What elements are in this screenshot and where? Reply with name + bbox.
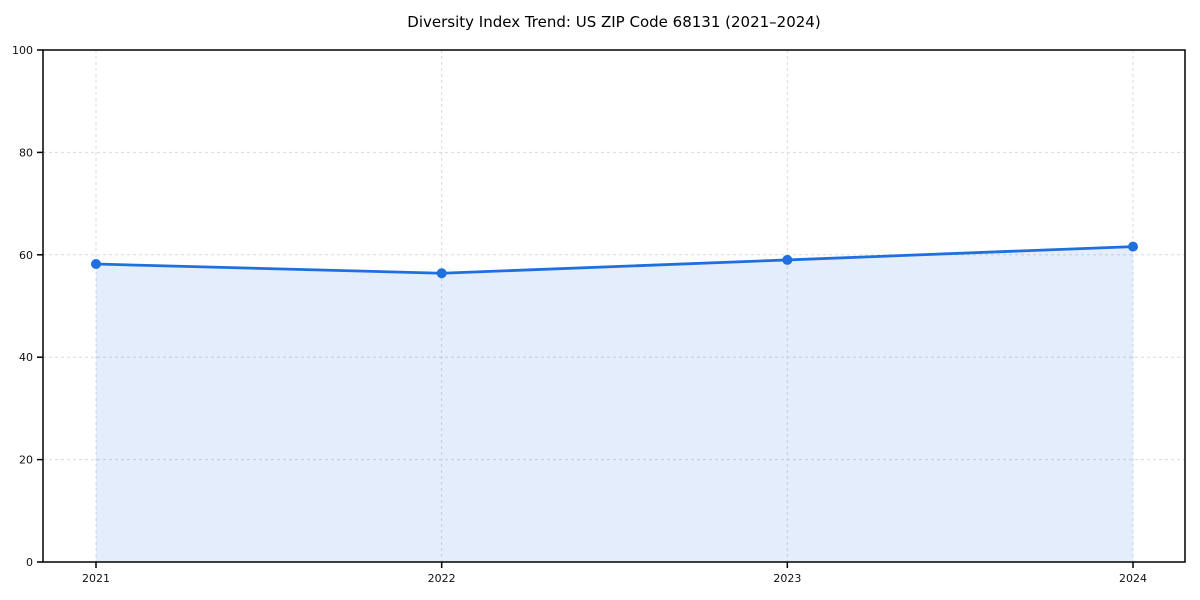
- data-point-marker: [91, 259, 101, 270]
- y-tick-label: 100: [12, 44, 33, 57]
- data-point-marker: [1128, 241, 1138, 252]
- data-point-marker: [436, 268, 447, 279]
- chart-title: Diversity Index Trend: US ZIP Code 68131…: [407, 13, 821, 31]
- y-tick-label: 20: [19, 454, 33, 467]
- y-tick-label: 80: [19, 146, 33, 159]
- y-tick-label: 40: [19, 351, 33, 364]
- x-tick-label: 2022: [428, 572, 456, 585]
- x-tick-label: 2023: [773, 572, 801, 585]
- x-tick-label: 2021: [82, 572, 110, 585]
- data-point-marker: [782, 254, 793, 265]
- y-tick-label: 60: [19, 249, 33, 262]
- plot-frame: [42, 49, 1186, 563]
- area-fill: [96, 246, 1133, 562]
- trend-line: [94, 245, 1135, 275]
- x-tick-label: 2024: [1119, 572, 1147, 585]
- y-tick-label: 0: [26, 556, 33, 569]
